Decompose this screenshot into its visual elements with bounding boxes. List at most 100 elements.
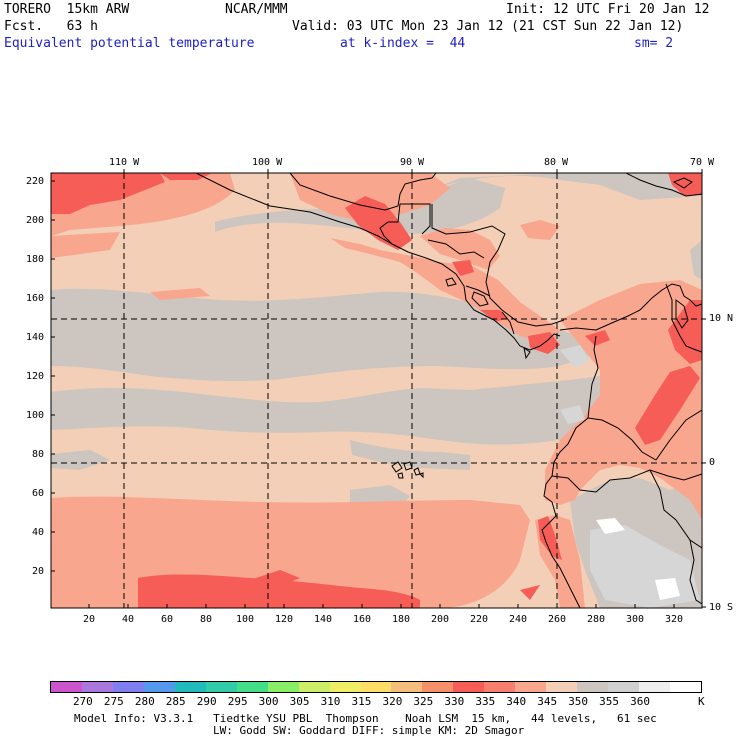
- colorbar-label: 330: [444, 695, 465, 708]
- coastlines-and-borders: [195, 173, 702, 608]
- colorbar-swatch: [360, 682, 392, 692]
- colorbar-swatch: [453, 682, 485, 692]
- colorbar-swatch: [112, 682, 144, 692]
- gulf-fonseca: [445, 277, 457, 287]
- init-time: Init: 12 UTC Fri 20 Jan 12: [506, 2, 710, 17]
- colorbar-swatch: [670, 682, 702, 692]
- colorbar-label: 315: [351, 695, 372, 708]
- colorbar-label: 335: [475, 695, 496, 708]
- colorbar: [50, 681, 702, 693]
- colorbar-label: 325: [413, 695, 434, 708]
- colorbar-label: 285: [165, 695, 186, 708]
- colorbar-swatch: [422, 682, 454, 692]
- colorbar-swatch: [51, 682, 82, 692]
- central-america-pacific: [391, 243, 561, 351]
- x-tick-marks: [88, 604, 675, 608]
- field-name: Equivalent potential temperature: [4, 36, 255, 51]
- y-tick-label: 60: [32, 488, 45, 499]
- colorbar-label: 280: [134, 695, 155, 708]
- colorbar-label: 295: [227, 695, 248, 708]
- cocos-island: [419, 472, 424, 479]
- white-theta-e-regions: [596, 518, 680, 600]
- x-tick-label: 280: [587, 614, 606, 625]
- colombia-caribbean: [639, 283, 702, 311]
- colorbar-swatch: [143, 682, 175, 692]
- guatemala-border: [379, 203, 431, 245]
- cuba-coast: [625, 173, 702, 197]
- lat-label: 10 N: [709, 313, 734, 324]
- lon-label: 90 W: [400, 157, 425, 168]
- colorbar-unit: K: [698, 695, 705, 708]
- lon-label: 100 W: [252, 157, 283, 168]
- lon-label: 110 W: [109, 157, 140, 168]
- colorbar-swatch: [577, 682, 609, 692]
- honduras-border: [427, 239, 485, 259]
- lake-maracaibo: [675, 299, 689, 329]
- colorbar-label: 320: [382, 695, 403, 708]
- x-tick-label: 100: [236, 614, 255, 625]
- colorbar-label: 270: [72, 695, 93, 708]
- colorbar-swatch: [205, 682, 237, 692]
- x-tick-label: 320: [665, 614, 684, 625]
- colorbar-label: 345: [537, 695, 558, 708]
- lat-tick-marks: [702, 318, 706, 608]
- colorbar-label: 290: [196, 695, 217, 708]
- colorbar-swatch: [515, 682, 547, 692]
- colorbar-swatch: [267, 682, 299, 692]
- y-tick-label: 160: [26, 293, 45, 304]
- y-tick-label: 120: [26, 371, 45, 382]
- colorbar-label: 305: [289, 695, 310, 708]
- colorbar-label: 275: [103, 695, 124, 708]
- south-america-pacific: [541, 335, 599, 608]
- lon-tick-marks: [123, 169, 703, 173]
- colorbar-label: 360: [630, 695, 650, 708]
- valid-time: Valid: 03 UTC Mon 23 Jan 12 (21 CST Sun …: [292, 19, 684, 34]
- venezuela-border: [665, 283, 702, 353]
- colorbar-label: 350: [568, 695, 589, 708]
- x-tick-label: 220: [470, 614, 489, 625]
- x-tick-label: 60: [161, 614, 174, 625]
- colorbar-swatch: [639, 682, 671, 692]
- level-index: at k-index = 44: [340, 36, 466, 51]
- lon-label: 80 W: [544, 157, 569, 168]
- colorbar-label: 340: [506, 695, 527, 708]
- x-tick-label: 180: [392, 614, 411, 625]
- x-tick-label: 200: [431, 614, 450, 625]
- jamaica: [672, 177, 693, 189]
- colorbar-label: 355: [599, 695, 620, 708]
- colorbar-swatch: [329, 682, 361, 692]
- colorbar-swatch: [298, 682, 330, 692]
- x-tick-label: 160: [353, 614, 372, 625]
- forecast-hour: Fcst. 63 h: [4, 19, 98, 34]
- center-name: NCAR/MMM: [225, 2, 288, 17]
- colorbar-swatch: [391, 682, 423, 692]
- colorbar-swatch: [81, 682, 113, 692]
- y-tick-label: 220: [26, 176, 45, 187]
- model-info: Model Info: V3.3.1 Tiedtke YSU PBL Thomp…: [74, 712, 657, 725]
- colombia-ecuador-border: [587, 417, 657, 461]
- lake-nicaragua: [471, 291, 489, 307]
- y-tick-label: 180: [26, 254, 45, 265]
- bolivia-border: [689, 539, 702, 605]
- y-tick-label: 140: [26, 332, 45, 343]
- lon-label: 70 W: [690, 157, 715, 168]
- y-tick-label: 80: [32, 449, 45, 460]
- gulf-panama: [523, 346, 531, 360]
- mexico-pacific-coast: [195, 173, 393, 245]
- venezuela-brazil: [655, 409, 702, 461]
- galapagos-4: [397, 472, 404, 479]
- red-theta-e-regions: [51, 173, 702, 608]
- lat-lon-grid: [51, 173, 702, 608]
- costa-rica-border: [501, 311, 515, 335]
- x-tick-label: 40: [122, 614, 135, 625]
- x-tick-label: 140: [314, 614, 333, 625]
- y-tick-label: 20: [32, 566, 45, 577]
- mexico-gulf-coast: [289, 173, 437, 211]
- lat-label: 0: [709, 457, 716, 468]
- peru-brazil-border: [649, 469, 702, 549]
- lat-label: 10 S: [709, 602, 734, 613]
- y-tick-label: 100: [26, 410, 45, 421]
- model-name: TORERO 15km ARW: [4, 2, 130, 17]
- y-tick-marks: [51, 180, 55, 572]
